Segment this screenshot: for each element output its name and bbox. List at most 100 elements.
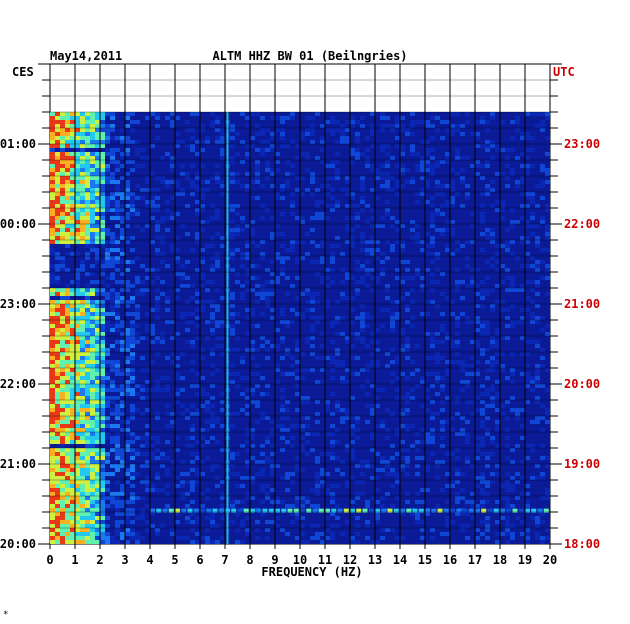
- heatmap-cell: [500, 264, 505, 268]
- heatmap-cell: [105, 372, 110, 376]
- heatmap-cell: [325, 284, 330, 288]
- heatmap-cell: [100, 400, 105, 404]
- heatmap-cell: [475, 436, 480, 440]
- heatmap-cell: [320, 140, 325, 144]
- heatmap-cell: [55, 376, 60, 380]
- heatmap-cell: [425, 356, 430, 360]
- heatmap-cell: [60, 144, 65, 148]
- heatmap-cell: [205, 188, 210, 192]
- heatmap-cell: [55, 320, 60, 324]
- heatmap-cell: [250, 264, 255, 268]
- heatmap-cell: [285, 116, 290, 120]
- heatmap-cell: [175, 212, 180, 216]
- heatmap-cell: [250, 308, 255, 312]
- heatmap-cell: [350, 440, 355, 444]
- heatmap-cell: [60, 192, 65, 196]
- heatmap-cell: [310, 172, 315, 176]
- heatmap-cell: [85, 328, 90, 332]
- heatmap-cell: [435, 192, 440, 196]
- heatmap-cell: [355, 288, 360, 292]
- heatmap-cell: [80, 484, 85, 488]
- heatmap-cell: [65, 156, 70, 160]
- heatmap-cell: [245, 308, 250, 312]
- heatmap-cell: [450, 252, 455, 256]
- heatmap-cell: [80, 480, 85, 484]
- heatmap-cell: [250, 220, 255, 224]
- heatmap-cell: [65, 320, 70, 324]
- heatmap-cell: [50, 364, 55, 368]
- heatmap-cell: [535, 292, 540, 296]
- heatmap-cell: [180, 312, 185, 316]
- heatmap-cell: [415, 456, 420, 460]
- heatmap-cell: [335, 300, 340, 304]
- heatmap-cell: [215, 524, 220, 528]
- heatmap-cell: [460, 496, 465, 500]
- heatmap-cell: [155, 236, 160, 240]
- heatmap-cell: [75, 308, 80, 312]
- heatmap-cell: [65, 304, 70, 308]
- heatmap-cell: [405, 168, 410, 172]
- heatmap-cell: [535, 368, 540, 372]
- heatmap-cell: [410, 360, 415, 364]
- heatmap-cell: [200, 376, 205, 380]
- heatmap-cell: [425, 180, 430, 184]
- heatmap-cell: [220, 324, 225, 328]
- heatmap-cell: [340, 268, 345, 272]
- heatmap-cell: [525, 528, 530, 532]
- heatmap-cell: [235, 228, 240, 232]
- heatmap-cell: [375, 512, 380, 516]
- heatmap-cell: [385, 176, 390, 180]
- heatmap-cell: [100, 360, 105, 364]
- heatmap-cell: [165, 180, 170, 184]
- heatmap-cell: [230, 456, 235, 460]
- heatmap-cell: [100, 160, 105, 164]
- heatmap-cell: [545, 488, 550, 492]
- heatmap-cell: [400, 412, 405, 416]
- heatmap-cell: [490, 188, 495, 192]
- heatmap-cell: [50, 320, 55, 324]
- heatmap-cell: [65, 268, 70, 272]
- heatmap-cell: [375, 424, 380, 428]
- heatmap-cell: [95, 124, 100, 128]
- x-tick-label: 2: [96, 553, 103, 567]
- heatmap-cell: [80, 364, 85, 368]
- heatmap-cell: [295, 504, 300, 508]
- heatmap-cell: [120, 520, 125, 524]
- x-tick-label: 11: [318, 553, 332, 567]
- heatmap-cell: [320, 200, 325, 204]
- heatmap-cell: [330, 252, 335, 256]
- heatmap-cell: [425, 148, 430, 152]
- heatmap-cell: [75, 400, 80, 404]
- heatmap-cell: [130, 356, 135, 360]
- heatmap-cell: [325, 356, 330, 360]
- heatmap-cell: [460, 368, 465, 372]
- heatmap-cell: [400, 128, 405, 132]
- heatmap-cell: [195, 112, 200, 116]
- heatmap-cell: [95, 308, 100, 312]
- heatmap-cell: [105, 172, 110, 176]
- heatmap-cell: [75, 200, 80, 204]
- heatmap-cell: [280, 212, 285, 216]
- heatmap-cell: [105, 420, 110, 424]
- heatmap-cell: [60, 332, 65, 336]
- heatmap-cell: [135, 516, 140, 520]
- heatmap-cell: [105, 124, 110, 128]
- heatmap-cell: [60, 444, 65, 448]
- heatmap-cell: [495, 424, 500, 428]
- heatmap-cell: [110, 292, 115, 296]
- heatmap-cell: [190, 444, 195, 448]
- heatmap-cell: [85, 176, 90, 180]
- heatmap-cell: [395, 376, 400, 380]
- heatmap-cell: [80, 468, 85, 472]
- heatmap-cell: [165, 384, 170, 388]
- heatmap-cell: [315, 472, 320, 476]
- heatmap-cell: [55, 536, 60, 540]
- heatmap-cell: [215, 116, 220, 120]
- heatmap-cell: [50, 128, 55, 132]
- heatmap-cell: [525, 364, 530, 368]
- heatmap-cell: [80, 352, 85, 356]
- heatmap-cell: [510, 284, 515, 288]
- heatmap-cell: [60, 112, 65, 116]
- heatmap-cell: [110, 448, 115, 452]
- heatmap-cell: [235, 348, 240, 352]
